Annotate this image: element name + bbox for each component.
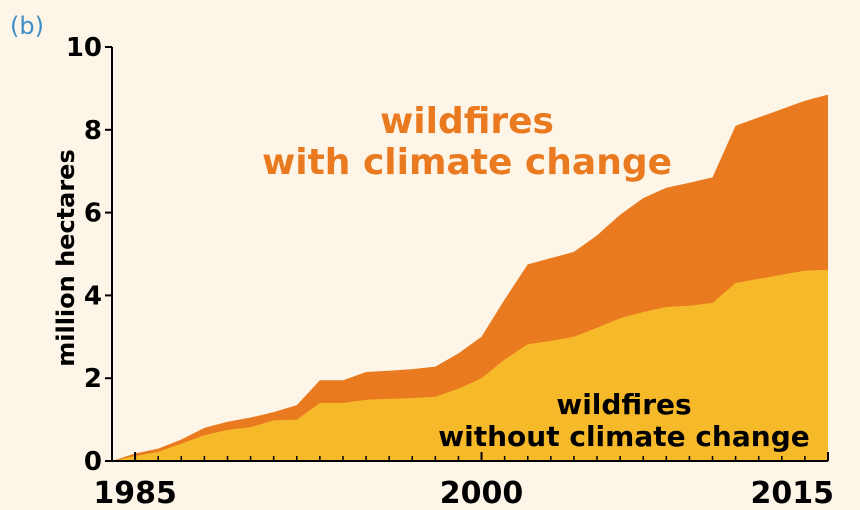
x-tick-label: 2000 — [440, 476, 524, 510]
y-tick-label: 8 — [84, 116, 102, 146]
annotation-without-line2: without climate change — [438, 420, 809, 453]
area-series-group — [112, 94, 828, 461]
y-tick-label: 0 — [84, 447, 102, 477]
x-tick-label: 2015 — [751, 476, 835, 510]
axes-group: 0 2 4 6 8 10 1985 2000 2015 — [66, 33, 834, 510]
annotation-with-climate-change: wildfires with climate change — [262, 101, 672, 183]
x-tick-label: 1985 — [93, 476, 177, 510]
annotation-without-climate-change: wildfires without climate change — [438, 388, 809, 453]
annotation-with-line1: wildfires — [380, 101, 554, 142]
y-tick-label: 2 — [84, 364, 102, 394]
annotation-without-line1: wildfires — [556, 388, 691, 421]
panel-label: (b) — [10, 12, 44, 40]
y-axis-label: million hectares — [52, 149, 80, 367]
y-tick-label: 6 — [84, 199, 102, 229]
annotation-with-line2: with climate change — [262, 142, 672, 183]
y-tick-label: 10 — [66, 33, 102, 63]
y-tick-label: 4 — [84, 281, 102, 311]
area-wildfires-without-climate-change — [112, 269, 828, 461]
